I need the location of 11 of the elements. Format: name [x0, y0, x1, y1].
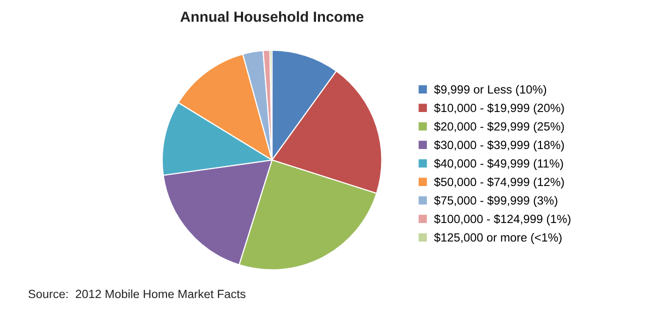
legend-label: $20,000 - $29,999 (25%) — [434, 122, 564, 133]
legend-label: $125,000 or more (<1%) — [434, 232, 562, 244]
legend-label: $10,000 - $19,999 (20%) — [434, 103, 564, 114]
source-note: Source: 2012 Mobile Home Market Facts — [28, 289, 246, 298]
legend-label: $75,000 - $99,999 (3%) — [434, 196, 558, 207]
chart-title: Annual Household Income — [180, 11, 364, 22]
legend-label: $100,000 - $124,999 (1%) — [434, 214, 570, 226]
legend-label: $40,000 - $49,999 (11%) — [434, 158, 563, 170]
legend-label: $9,999 or Less (10%) — [434, 84, 546, 96]
legend-label: $50,000 - $74,999 (12%) — [434, 177, 564, 188]
legend-label: $30,000 - $39,999 (18%) — [434, 140, 564, 152]
